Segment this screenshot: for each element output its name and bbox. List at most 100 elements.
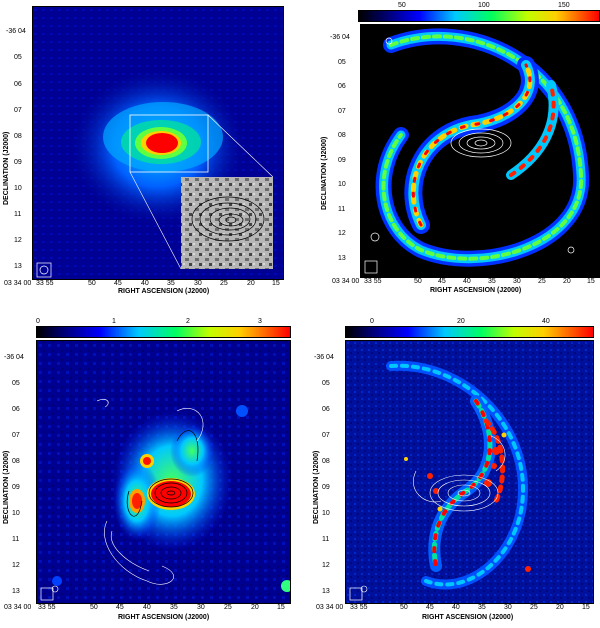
x-tick: 03 34 00 — [332, 278, 360, 285]
colorbar — [36, 326, 291, 338]
x-tick: 20 — [247, 280, 255, 287]
y-tick: -36 04 — [6, 28, 26, 35]
y-tick: 06 — [338, 83, 346, 90]
y-tick: 08 — [12, 458, 20, 465]
x-tick-labels: 03 34 00 33 55 50 45 40 35 30 25 20 15 — [4, 604, 296, 612]
y-tick: 07 — [14, 107, 22, 114]
y-tick: 12 — [14, 237, 22, 244]
colorbar-tick: 0 — [370, 318, 374, 325]
y-tick: 05 — [12, 380, 20, 387]
y-tick: 06 — [322, 406, 330, 413]
y-tick: 11 — [338, 206, 346, 213]
colorbar-tick: 100 — [478, 2, 490, 9]
x-tick: 25 — [530, 604, 538, 611]
y-tick: 10 — [12, 510, 20, 517]
colorbar-tick: 40 — [542, 318, 550, 325]
y-tick: 12 — [12, 562, 20, 569]
colorbar-tick: 150 — [558, 2, 570, 9]
x-tick: 20 — [251, 604, 259, 611]
map-image — [360, 24, 600, 278]
x-tick: 35 — [167, 280, 175, 287]
y-tick: 07 — [12, 432, 20, 439]
x-tick: 40 — [463, 278, 471, 285]
x-tick: 20 — [563, 278, 571, 285]
y-tick: 05 — [322, 380, 330, 387]
y-tick: 13 — [322, 588, 330, 595]
colorbar-tick: 50 — [398, 2, 406, 9]
y-tick: 09 — [338, 157, 346, 164]
x-tick-labels: 03 34 00 33 55 50 45 40 35 30 25 20 15 — [332, 278, 600, 286]
y-tick: 06 — [12, 406, 20, 413]
y-tick: 12 — [322, 562, 330, 569]
y-tick: 13 — [338, 255, 346, 262]
y-tick: 06 — [14, 81, 22, 88]
colorbar-tick: 0 — [36, 318, 40, 325]
x-tick: 15 — [272, 280, 280, 287]
x-tick: 33 55 — [36, 280, 54, 287]
y-tick: 11 — [14, 211, 22, 218]
y-tick: 11 — [322, 536, 330, 543]
y-tick: -36 04 — [4, 354, 24, 361]
x-tick: 33 55 — [364, 278, 382, 285]
x-tick: 25 — [538, 278, 546, 285]
y-tick: 13 — [12, 588, 20, 595]
x-axis-label: RIGHT ASCENSION (J2000) — [118, 614, 210, 621]
x-tick-labels: 03 34 00 33 55 50 45 40 35 30 25 20 15 — [316, 604, 598, 612]
colorbar-tick: 20 — [457, 318, 465, 325]
x-tick: 15 — [277, 604, 285, 611]
x-tick: 30 — [197, 604, 205, 611]
x-tick: 40 — [452, 604, 460, 611]
y-axis-label: DECLINATION (J2000) — [3, 450, 10, 524]
x-tick: 30 — [513, 278, 521, 285]
x-tick: 03 34 00 — [316, 604, 344, 611]
colorbar-tick: 1 — [112, 318, 116, 325]
y-tick: 09 — [14, 159, 22, 166]
y-tick: 08 — [322, 458, 330, 465]
x-tick: 30 — [504, 604, 512, 611]
panel-top-right: 50 100 150 DECLINATION (J2000) — [300, 0, 600, 300]
y-tick: 05 — [14, 54, 22, 61]
x-tick: 25 — [224, 604, 232, 611]
colorbar-tick: 3 — [258, 318, 262, 325]
x-tick: 15 — [587, 278, 595, 285]
x-tick: 35 — [170, 604, 178, 611]
y-tick: 08 — [338, 132, 346, 139]
x-tick: 03 34 00 — [4, 280, 32, 287]
colorbar-tick: 2 — [186, 318, 190, 325]
x-tick: 40 — [143, 604, 151, 611]
y-tick: 10 — [14, 185, 22, 192]
x-tick: 45 — [438, 278, 446, 285]
y-tick: 07 — [338, 108, 346, 115]
x-tick: 33 55 — [38, 604, 56, 611]
x-tick: 45 — [426, 604, 434, 611]
y-tick: 10 — [322, 510, 330, 517]
y-tick: 10 — [338, 181, 346, 188]
y-tick: 09 — [12, 484, 20, 491]
x-tick: 35 — [478, 604, 486, 611]
y-axis-label: DECLINATION (J2000) — [321, 136, 328, 210]
y-tick: 05 — [338, 59, 346, 66]
x-axis-label: RIGHT ASCENSION (J2000) — [118, 288, 210, 295]
x-tick: 40 — [141, 280, 149, 287]
x-axis-label: RIGHT ASCENSION (J2000) — [422, 614, 514, 621]
colorbar — [345, 326, 594, 338]
x-tick: 45 — [114, 280, 122, 287]
x-tick: 03 34 00 — [4, 604, 32, 611]
y-tick: 07 — [322, 432, 330, 439]
panel-bottom-left: 0 1 2 3 DECLINATION (J2000) — [0, 316, 300, 628]
x-tick: 35 — [488, 278, 496, 285]
x-tick: 33 55 — [350, 604, 368, 611]
y-tick: -36 04 — [314, 354, 334, 361]
x-tick: 15 — [582, 604, 590, 611]
x-axis-label: RIGHT ASCENSION (J2000) — [430, 287, 522, 294]
x-tick: 30 — [194, 280, 202, 287]
y-tick: 12 — [338, 230, 346, 237]
y-tick: 13 — [14, 263, 22, 270]
x-tick-labels: 03 34 00 33 55 50 45 40 35 30 25 20 15 — [4, 280, 294, 288]
map-image — [345, 340, 594, 604]
y-tick: -36 04 — [330, 34, 350, 41]
map-image — [36, 340, 291, 604]
y-tick: 11 — [12, 536, 20, 543]
x-tick: 50 — [88, 280, 96, 287]
x-tick: 50 — [400, 604, 408, 611]
